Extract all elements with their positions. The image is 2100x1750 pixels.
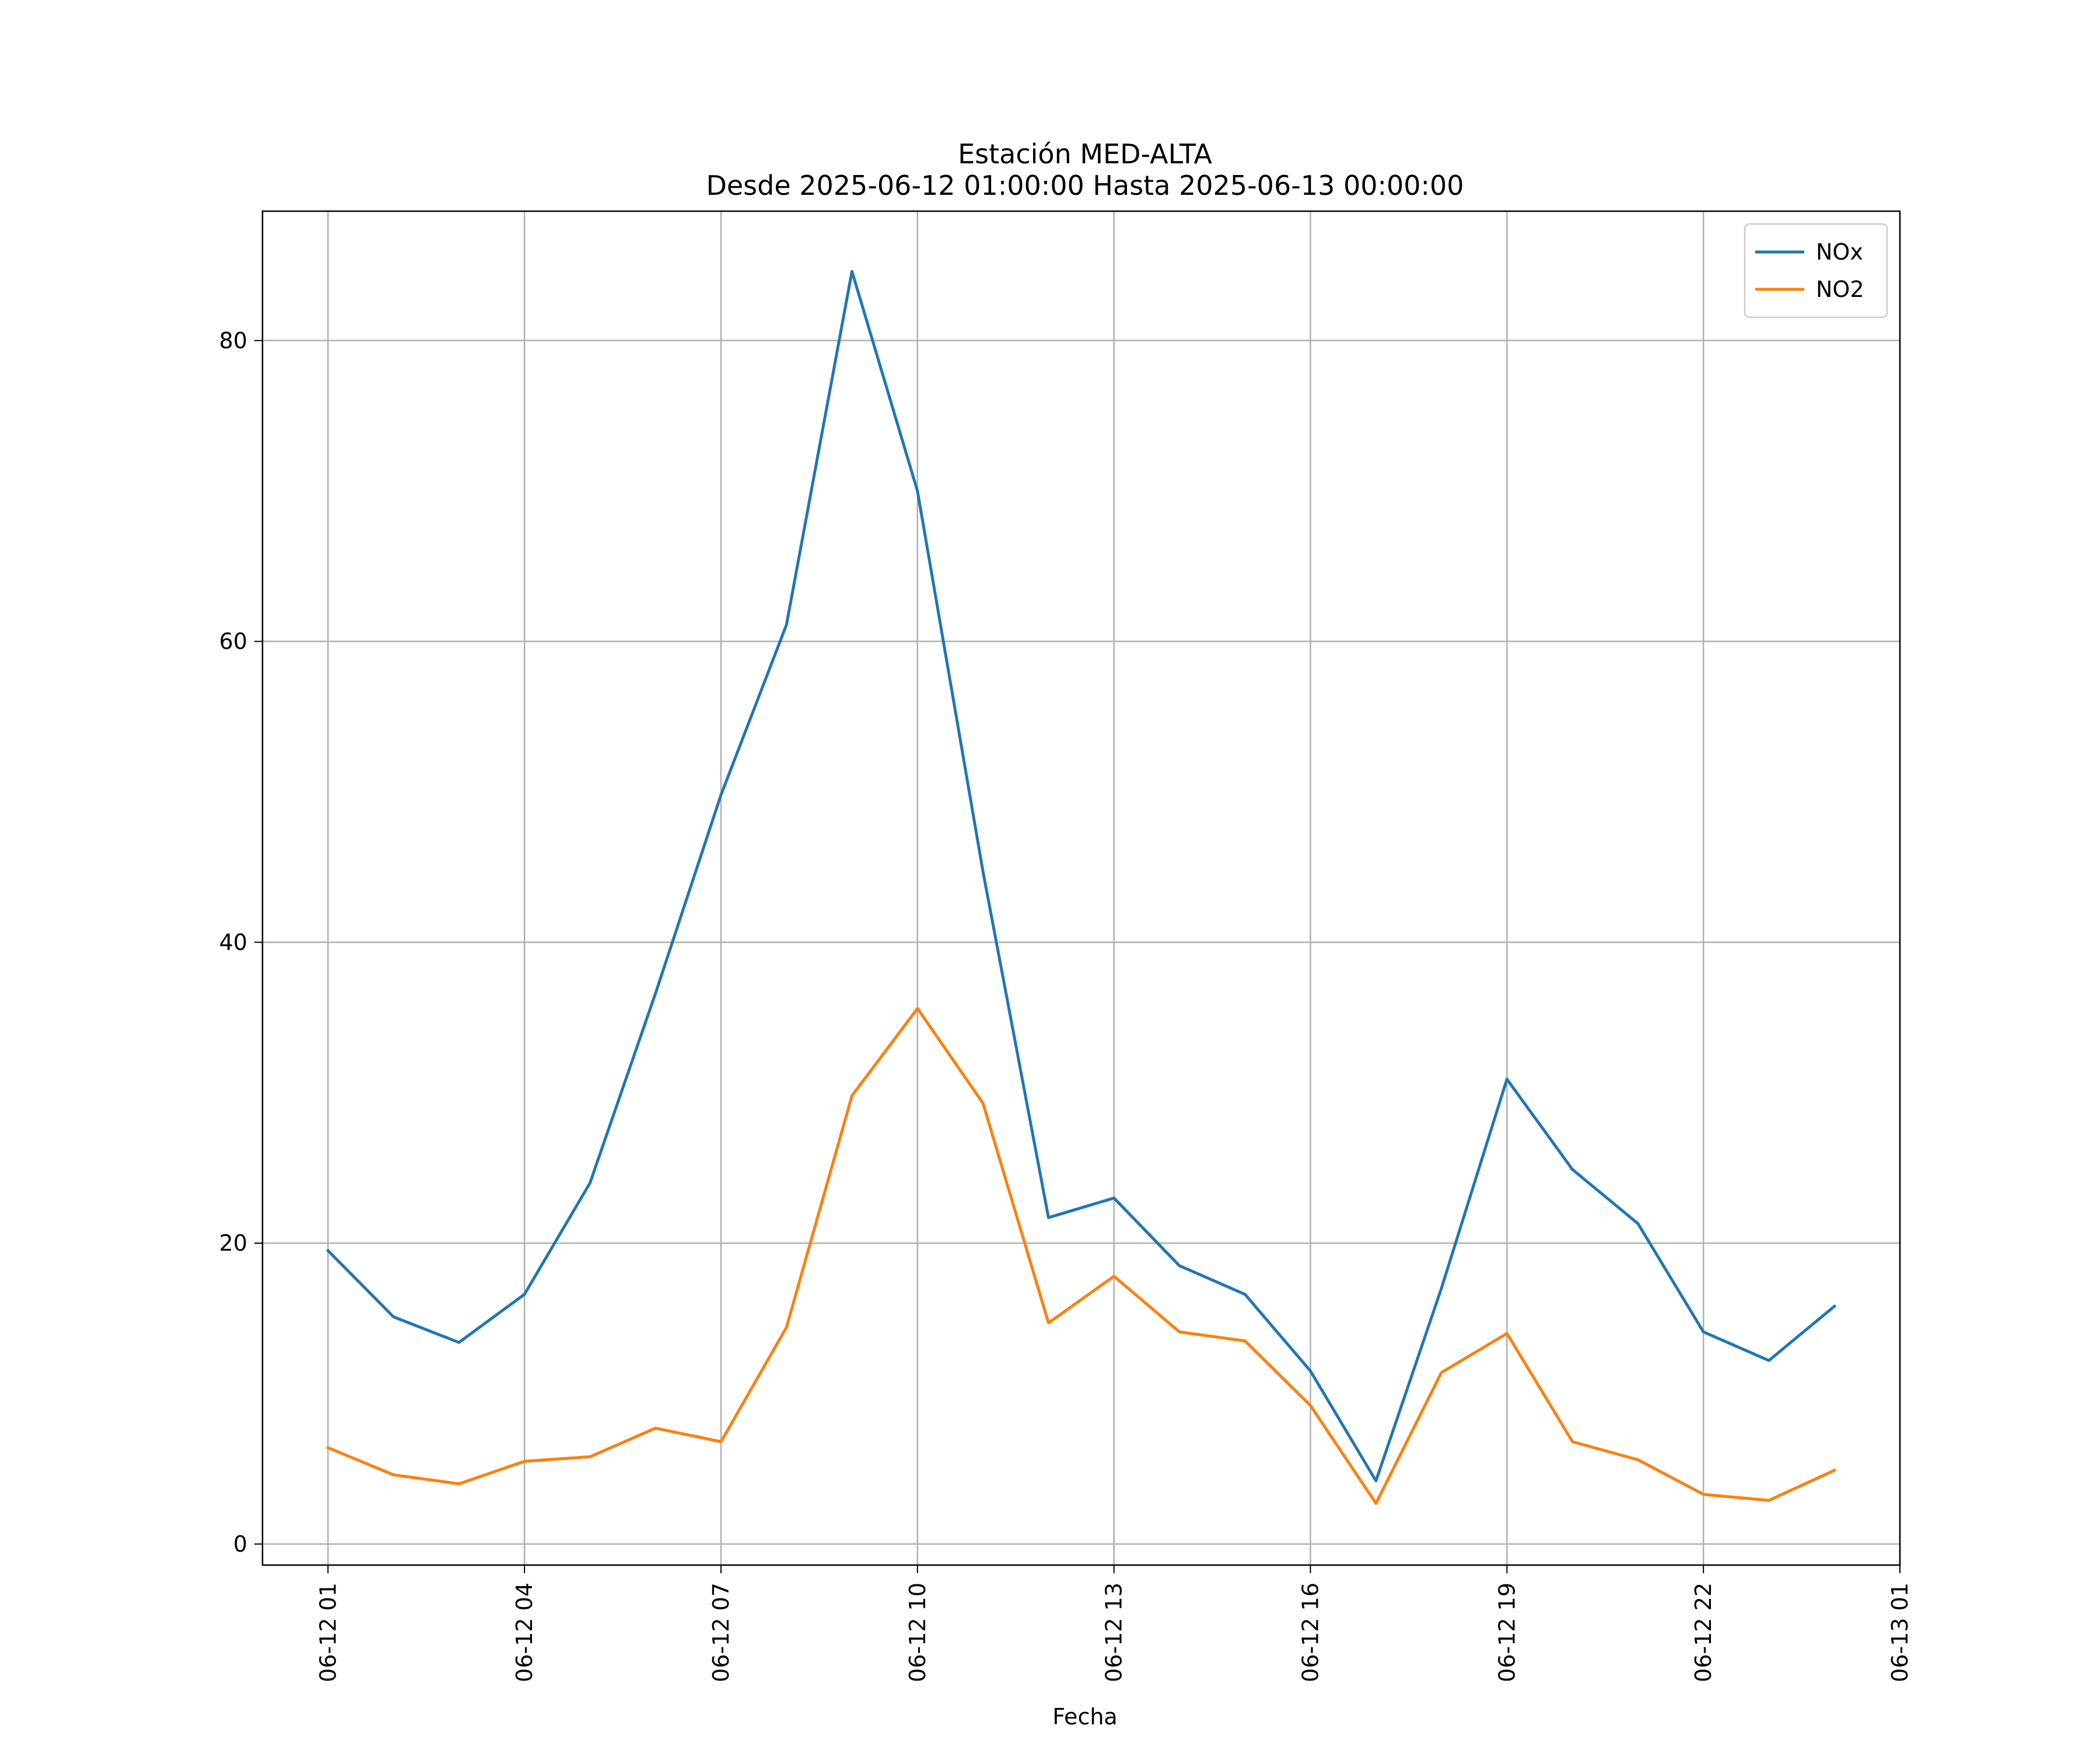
y-axis-ticks: 0 20 40 60 80 [219,328,262,1557]
y-tick-label: 40 [219,929,247,955]
x-axis-label: Fecha [1052,1704,1117,1730]
axes [261,210,1901,1566]
x-axis-ticks: 06-12 01 06-12 04 06-12 07 06-12 10 06-12 13… [315,1565,1913,1682]
series-line-nox [326,270,1837,1483]
x-tick-label: 06-12 01 [315,1583,341,1682]
x-tick-label: 06-13 01 [1887,1583,1913,1682]
plot-frame [261,210,1901,1566]
y-tick-label: 20 [219,1230,247,1256]
x-tick-label: 06-12 16 [1297,1583,1323,1682]
y-tick-label: 80 [219,328,247,354]
legend-label-no2: NO2 [1816,276,1864,302]
x-tick-label: 06-12 04 [512,1583,537,1682]
series-lines [326,270,1837,1505]
x-tick-label: 06-12 19 [1494,1583,1520,1682]
chart-title: Estación MED-ALTA [958,138,1212,170]
legend-box [1744,223,1888,318]
x-tick-label: 06-12 10 [905,1583,930,1682]
y-tick-label: 60 [219,629,247,654]
chart-subtitle: Desde 2025-06-12 01:00:00 Hasta 2025-06-… [706,170,1464,201]
series-line-no2 [326,1007,1837,1505]
legend-label-nox: NOx [1816,239,1863,265]
x-tick-label: 06-12 07 [708,1583,734,1682]
x-tick-label: 06-12 13 [1101,1583,1127,1682]
x-tick-label: 06-12 22 [1690,1583,1716,1682]
y-tick-label: 0 [233,1531,247,1557]
legend: NOx NO2 [1744,223,1888,318]
